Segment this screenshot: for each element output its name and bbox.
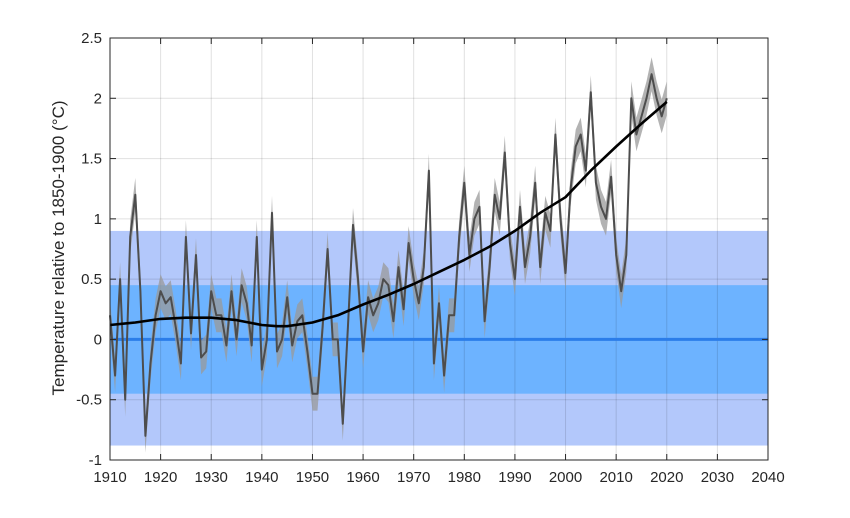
x-tick-label: 1940	[245, 469, 278, 486]
x-tick-label: 1990	[498, 469, 531, 486]
y-tick-label: 2	[94, 90, 102, 107]
y-tick-label: 2.5	[81, 30, 102, 47]
x-tick-label: 1910	[93, 469, 126, 486]
x-tick-label: 1980	[448, 469, 481, 486]
axes-frame	[109, 37, 769, 461]
x-tick-label: 1920	[144, 469, 177, 486]
x-tick-label: 1950	[296, 469, 329, 486]
y-tick-label: 1.5	[81, 151, 102, 168]
y-tick-label: 0	[94, 331, 102, 348]
y-tick-label: 0.5	[81, 271, 102, 288]
y-tick-label: 1	[94, 211, 102, 228]
annual-temperature-line	[109, 73, 668, 437]
x-tick-label: 2010	[599, 469, 632, 486]
x-tick-label: 1970	[397, 469, 430, 486]
smoothed-trend-line	[109, 100, 668, 328]
x-tick-label: 2020	[650, 469, 683, 486]
x-tick-label: 2000	[549, 469, 582, 486]
axes: 1910 1920 1930 1940 1950 1960 1970 1980 1990 2000…	[76, 30, 785, 486]
x-tick-label: 1960	[346, 469, 379, 486]
x-tick-label: 1930	[195, 469, 228, 486]
y-tick-label: -0.5	[76, 392, 102, 409]
x-tick-label: 2040	[751, 469, 784, 486]
x-tick-label: 2030	[701, 469, 734, 486]
y-tick-label: -1	[89, 452, 102, 469]
y-axis-label: Temperature relative to 1850-1900 (°C)	[49, 100, 68, 395]
series-layer	[109, 57, 668, 453]
